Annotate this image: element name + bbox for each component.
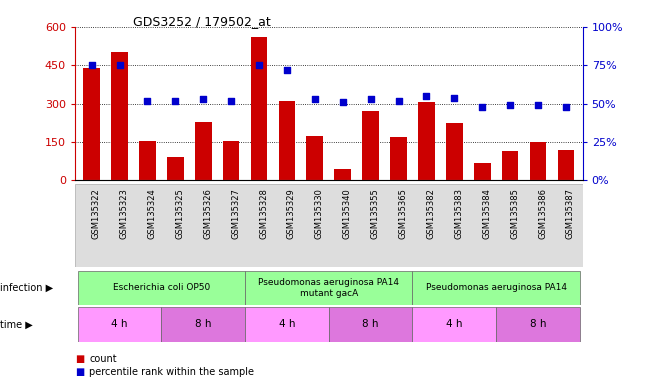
- Bar: [502, 151, 518, 180]
- Bar: [418, 103, 435, 180]
- Bar: [161, 307, 245, 342]
- Point: [87, 62, 97, 68]
- Point: [533, 102, 543, 108]
- Point: [449, 94, 460, 101]
- Point: [477, 104, 488, 110]
- Bar: [279, 101, 296, 180]
- Point: [142, 98, 152, 104]
- Bar: [77, 271, 245, 305]
- Text: 4 h: 4 h: [446, 319, 463, 329]
- Bar: [195, 122, 212, 180]
- Bar: [530, 142, 546, 180]
- Text: GSM135365: GSM135365: [398, 189, 408, 239]
- Text: GSM135386: GSM135386: [538, 189, 547, 240]
- Bar: [496, 307, 580, 342]
- Bar: [329, 307, 413, 342]
- Text: percentile rank within the sample: percentile rank within the sample: [89, 367, 254, 377]
- Text: GSM135328: GSM135328: [259, 189, 268, 239]
- Text: GSM135322: GSM135322: [92, 189, 101, 239]
- Text: GSM135326: GSM135326: [203, 189, 212, 239]
- Text: GSM135325: GSM135325: [175, 189, 184, 239]
- Point: [282, 67, 292, 73]
- Point: [421, 93, 432, 99]
- Bar: [139, 141, 156, 180]
- Bar: [245, 271, 413, 305]
- Bar: [557, 150, 574, 180]
- Text: count: count: [89, 354, 117, 364]
- Point: [561, 104, 571, 110]
- Bar: [83, 68, 100, 180]
- Text: ■: ■: [75, 354, 84, 364]
- Text: GSM135324: GSM135324: [147, 189, 156, 239]
- Bar: [413, 271, 580, 305]
- Text: GSM135384: GSM135384: [482, 189, 492, 239]
- Point: [337, 99, 348, 105]
- Point: [365, 96, 376, 102]
- Bar: [251, 37, 268, 180]
- Text: 4 h: 4 h: [279, 319, 295, 329]
- Point: [170, 98, 180, 104]
- Bar: [111, 53, 128, 180]
- Point: [393, 98, 404, 104]
- Text: Pseudomonas aeruginosa PA14: Pseudomonas aeruginosa PA14: [426, 283, 566, 293]
- Text: 8 h: 8 h: [530, 319, 546, 329]
- Text: GSM135355: GSM135355: [370, 189, 380, 239]
- Text: infection ▶: infection ▶: [0, 283, 53, 293]
- Text: 8 h: 8 h: [195, 319, 212, 329]
- Bar: [75, 184, 583, 267]
- Bar: [307, 136, 323, 180]
- Text: GSM135340: GSM135340: [342, 189, 352, 239]
- Text: GDS3252 / 179502_at: GDS3252 / 179502_at: [133, 15, 271, 28]
- Point: [505, 102, 516, 108]
- Text: GSM135330: GSM135330: [315, 189, 324, 239]
- Text: 8 h: 8 h: [363, 319, 379, 329]
- Point: [226, 98, 236, 104]
- Text: GSM135323: GSM135323: [120, 189, 128, 239]
- Bar: [474, 162, 491, 180]
- Point: [254, 62, 264, 68]
- Text: GSM135329: GSM135329: [287, 189, 296, 239]
- Point: [310, 96, 320, 102]
- Bar: [77, 307, 161, 342]
- Bar: [446, 123, 463, 180]
- Bar: [362, 111, 379, 180]
- Bar: [413, 307, 496, 342]
- Text: Pseudomonas aeruginosa PA14
mutant gacA: Pseudomonas aeruginosa PA14 mutant gacA: [258, 278, 399, 298]
- Bar: [390, 137, 407, 180]
- Text: 4 h: 4 h: [111, 319, 128, 329]
- Bar: [167, 157, 184, 180]
- Text: GSM135385: GSM135385: [510, 189, 519, 239]
- Text: GSM135327: GSM135327: [231, 189, 240, 239]
- Point: [198, 96, 208, 102]
- Bar: [223, 141, 240, 180]
- Bar: [245, 307, 329, 342]
- Text: GSM135387: GSM135387: [566, 189, 575, 240]
- Text: time ▶: time ▶: [0, 319, 33, 329]
- Bar: [335, 169, 351, 180]
- Text: ■: ■: [75, 367, 84, 377]
- Point: [115, 62, 125, 68]
- Text: Escherichia coli OP50: Escherichia coli OP50: [113, 283, 210, 293]
- Text: GSM135383: GSM135383: [454, 189, 464, 240]
- Text: GSM135382: GSM135382: [426, 189, 436, 239]
